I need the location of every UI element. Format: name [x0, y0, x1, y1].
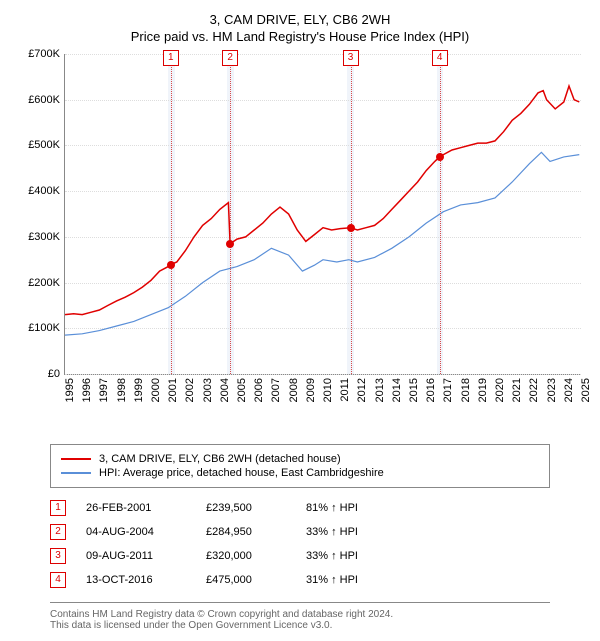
x-axis-label: 2003 [202, 378, 214, 402]
x-axis-label: 1997 [98, 378, 110, 402]
chart-marker: 1 [163, 50, 179, 66]
x-axis-label: 2025 [580, 378, 592, 402]
sale-point [167, 261, 175, 269]
x-axis-label: 2023 [546, 378, 558, 402]
y-axis-label: £100K [20, 322, 60, 334]
y-axis-label: £600K [20, 94, 60, 106]
attribution: Contains HM Land Registry data © Crown c… [50, 602, 550, 631]
x-axis-label: 2015 [408, 378, 420, 402]
x-axis-label: 2014 [391, 378, 403, 402]
x-axis-label: 2011 [339, 378, 351, 402]
x-axis-label: 2009 [305, 378, 317, 402]
event-price: £475,000 [206, 574, 306, 586]
attribution-line2: This data is licensed under the Open Gov… [50, 620, 550, 631]
x-axis-label: 2022 [528, 378, 540, 402]
legend-swatch [61, 472, 91, 474]
plot-area: 1234 [64, 54, 581, 375]
y-axis-label: £0 [20, 368, 60, 380]
event-row: 4 13-OCT-2016£475,00031% ↑ HPI [50, 568, 550, 592]
x-axis-label: 1999 [133, 378, 145, 402]
event-hpi: 33% ↑ HPI [306, 526, 406, 538]
event-marker: 1 [50, 500, 66, 516]
sale-point [347, 224, 355, 232]
x-axis-label: 2024 [563, 378, 575, 402]
x-axis-label: 2013 [374, 378, 386, 402]
event-marker: 2 [50, 524, 66, 540]
event-hpi: 31% ↑ HPI [306, 574, 406, 586]
event-hpi: 81% ↑ HPI [306, 502, 406, 514]
legend: 3, CAM DRIVE, ELY, CB6 2WH (detached hou… [50, 444, 550, 488]
x-axis-label: 2007 [270, 378, 282, 402]
y-axis-label: £400K [20, 185, 60, 197]
event-row: 3 09-AUG-2011£320,00033% ↑ HPI [50, 544, 550, 568]
chart-marker: 2 [222, 50, 238, 66]
legend-label: 3, CAM DRIVE, ELY, CB6 2WH (detached hou… [99, 453, 341, 465]
event-marker: 4 [50, 572, 66, 588]
chart-container: £0£100K£200K£300K£400K£500K£600K£700K 12… [20, 54, 580, 434]
event-date: 09-AUG-2011 [86, 550, 206, 562]
event-hpi: 33% ↑ HPI [306, 550, 406, 562]
legend-swatch [61, 458, 91, 460]
x-axis-label: 2006 [253, 378, 265, 402]
event-price: £320,000 [206, 550, 306, 562]
event-date: 04-AUG-2004 [86, 526, 206, 538]
event-marker: 3 [50, 548, 66, 564]
y-axis-label: £700K [20, 48, 60, 60]
x-axis-label: 2001 [167, 378, 179, 402]
y-axis-label: £500K [20, 139, 60, 151]
chart-lines [65, 54, 581, 374]
chart-marker: 3 [343, 50, 359, 66]
chart-subtitle: Price paid vs. HM Land Registry's House … [10, 29, 590, 44]
sale-point [226, 240, 234, 248]
x-axis-label: 2016 [425, 378, 437, 402]
legend-label: HPI: Average price, detached house, East… [99, 467, 384, 479]
event-table: 1 26-FEB-2001£239,50081% ↑ HPI 2 04-AUG-200… [50, 496, 550, 592]
legend-item: 3, CAM DRIVE, ELY, CB6 2WH (detached hou… [61, 453, 539, 465]
x-axis-label: 2018 [460, 378, 472, 402]
x-axis-label: 2004 [219, 378, 231, 402]
series-price_paid [65, 86, 579, 315]
x-axis-label: 1996 [81, 378, 93, 402]
y-axis-label: £200K [20, 277, 60, 289]
x-axis-label: 2019 [477, 378, 489, 402]
legend-item: HPI: Average price, detached house, East… [61, 467, 539, 479]
x-axis-label: 2010 [322, 378, 334, 402]
event-row: 2 04-AUG-2004£284,95033% ↑ HPI [50, 520, 550, 544]
x-axis-label: 2008 [288, 378, 300, 402]
event-price: £239,500 [206, 502, 306, 514]
x-axis-label: 1998 [116, 378, 128, 402]
y-axis-label: £300K [20, 231, 60, 243]
event-row: 1 26-FEB-2001£239,50081% ↑ HPI [50, 496, 550, 520]
x-axis-label: 2017 [442, 378, 454, 402]
x-axis-label: 2021 [511, 378, 523, 402]
x-axis-label: 1995 [64, 378, 76, 402]
x-axis-label: 2012 [356, 378, 368, 402]
event-date: 26-FEB-2001 [86, 502, 206, 514]
series-hpi [65, 152, 579, 335]
chart-marker: 4 [432, 50, 448, 66]
x-axis-label: 2000 [150, 378, 162, 402]
event-date: 13-OCT-2016 [86, 574, 206, 586]
x-axis-label: 2002 [184, 378, 196, 402]
attribution-line1: Contains HM Land Registry data © Crown c… [50, 609, 550, 620]
event-price: £284,950 [206, 526, 306, 538]
x-axis-label: 2020 [494, 378, 506, 402]
x-axis-label: 2005 [236, 378, 248, 402]
sale-point [436, 153, 444, 161]
chart-title: 3, CAM DRIVE, ELY, CB6 2WH [10, 12, 590, 27]
